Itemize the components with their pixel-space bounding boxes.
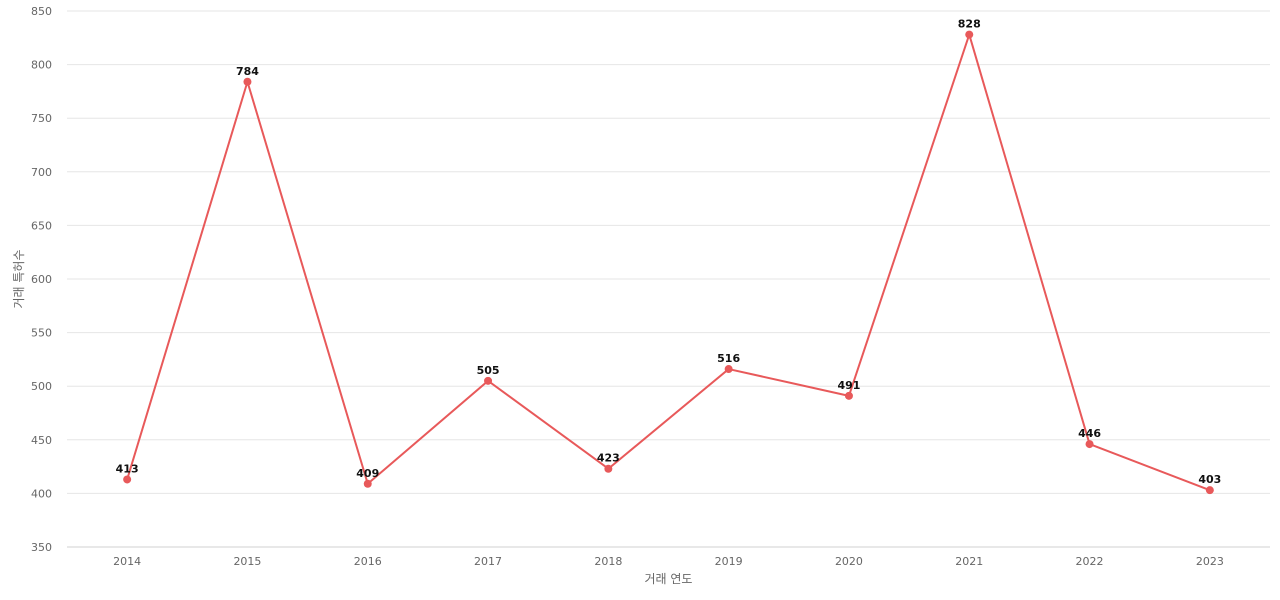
x-tick-label: 2016 (354, 555, 382, 568)
y-axis-ticks: 350 400 450 500 550 600 650 700 750 800 850 (31, 5, 52, 554)
data-label: 409 (356, 467, 379, 480)
data-point (1205, 486, 1214, 495)
y-tick-label: 650 (31, 219, 52, 232)
data-point (724, 365, 733, 374)
data-label: 403 (1198, 473, 1221, 486)
x-tick-label: 2022 (1076, 555, 1104, 568)
y-tick-label: 450 (31, 434, 52, 447)
data-label: 491 (837, 379, 860, 392)
x-tick-label: 2019 (715, 555, 743, 568)
data-label: 446 (1078, 427, 1101, 440)
data-point (363, 479, 372, 488)
y-tick-label: 750 (31, 112, 52, 125)
data-point (484, 376, 493, 385)
x-axis-ticks: 2014 2015 2016 2017 2018 2019 2020 2021 2022 2023 (113, 555, 1224, 568)
x-tick-label: 2015 (233, 555, 261, 568)
x-tick-label: 2021 (955, 555, 983, 568)
series-line (126, 33, 1211, 492)
data-label: 423 (597, 452, 620, 465)
x-tick-label: 2018 (594, 555, 622, 568)
data-point (243, 77, 252, 86)
grid-layer (67, 10, 1270, 548)
y-tick-label: 350 (31, 541, 52, 554)
x-tick-label: 2020 (835, 555, 863, 568)
data-label: 516 (717, 352, 740, 365)
y-tick-label: 500 (31, 380, 52, 393)
data-label: 828 (958, 18, 981, 31)
data-point (844, 391, 853, 400)
y-axis-title: 거래 특허수 (12, 249, 26, 308)
data-label: 505 (477, 364, 500, 377)
series-layer (123, 30, 1214, 495)
y-tick-label: 400 (31, 487, 52, 500)
x-tick-label: 2023 (1196, 555, 1224, 568)
x-tick-label: 2014 (113, 555, 141, 568)
y-tick-label: 850 (31, 5, 52, 18)
data-point (965, 30, 974, 39)
y-tick-label: 800 (31, 59, 52, 72)
x-tick-label: 2017 (474, 555, 502, 568)
data-label-layer: 413 784 409 505 423 516 491 828 446 403 (116, 18, 1222, 487)
data-label: 413 (116, 462, 139, 475)
y-tick-label: 550 (31, 327, 52, 340)
y-tick-label: 700 (31, 166, 52, 179)
data-label: 784 (236, 65, 259, 78)
data-point (123, 475, 132, 484)
x-axis-title: 거래 연도 (645, 572, 693, 586)
data-point (1085, 440, 1094, 449)
y-tick-label: 600 (31, 273, 52, 286)
data-point (604, 464, 613, 473)
